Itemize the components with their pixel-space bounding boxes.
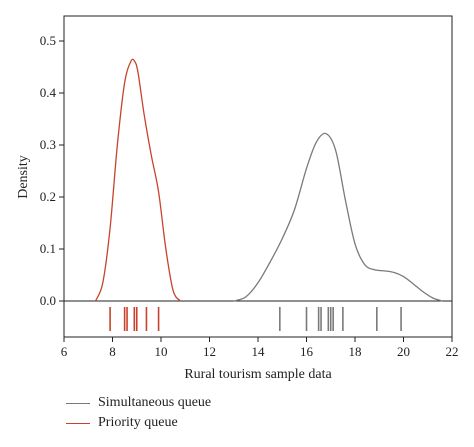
x-tick-label: 16 [300, 344, 314, 359]
x-tick-label: 18 [349, 344, 362, 359]
x-tick-label: 8 [109, 344, 116, 359]
legend-swatch-simultaneous [66, 402, 90, 404]
x-tick-label: 22 [446, 344, 459, 359]
legend-swatch-priority [66, 422, 90, 424]
x-tick-label: 14 [252, 344, 266, 359]
y-tick-label: 0.4 [40, 85, 57, 100]
x-tick-label: 20 [397, 344, 410, 359]
y-tick-label: 0.2 [40, 189, 56, 204]
simultaneous-density-line [233, 132, 443, 302]
x-tick-label: 6 [61, 344, 68, 359]
y-axis-title: Density [16, 155, 31, 199]
plot-frame [63, 15, 453, 338]
chart-body: 0.0 0.1 0.2 0.3 0.4 0.5 6 8 10 12 14 16 18 20 22 [40, 15, 459, 359]
legend-label-simultaneous: Simultaneous queue [98, 395, 212, 410]
x-tick-label: 12 [203, 344, 216, 359]
x-tick-label: 10 [155, 344, 168, 359]
y-tick-label: 0.0 [40, 293, 56, 308]
y-tick-label: 0.5 [40, 33, 56, 48]
y-tick-label: 0.3 [40, 137, 56, 152]
legend: Simultaneous queue Priority queue [66, 393, 211, 433]
y-tick-label: 0.1 [40, 241, 56, 256]
legend-item-simultaneous: Simultaneous queue [66, 393, 211, 413]
x-axis-title: Rural tourism sample data [184, 367, 332, 382]
legend-label-priority: Priority queue [98, 415, 178, 430]
priority-density-line [94, 58, 181, 302]
legend-item-priority: Priority queue [66, 413, 211, 433]
